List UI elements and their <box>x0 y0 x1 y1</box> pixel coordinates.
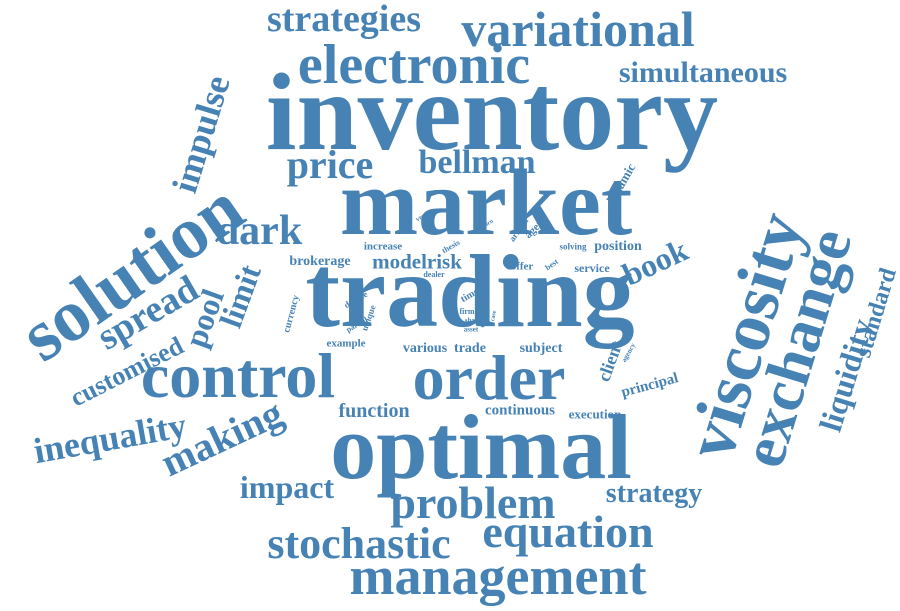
word-trading: trading <box>305 234 635 349</box>
word-stochastic: stochastic <box>267 519 451 568</box>
word-problem: problem <box>390 477 556 528</box>
word-service: service <box>574 261 610 275</box>
word-various: various <box>402 341 448 356</box>
word-principal: principal <box>619 370 681 401</box>
word-position: position <box>594 239 642 254</box>
word-continuous: continuous <box>484 402 556 419</box>
word-dealer: dealer <box>423 270 445 279</box>
word-variational: variational <box>461 1 695 57</box>
word-inventory: inventory <box>265 51 719 173</box>
word-electronic: electronic <box>297 34 531 96</box>
word-brokerage: brokerage <box>289 254 351 269</box>
word-solving: solving <box>559 241 587 252</box>
word-execution: execution <box>568 406 622 422</box>
word-impact: impact <box>239 469 335 505</box>
word-simultaneous: simultaneous <box>618 56 788 89</box>
word-market: market <box>339 151 633 255</box>
word-asset: asset <box>463 325 479 334</box>
word-offer: offer <box>510 260 534 273</box>
word-firm: firm <box>459 307 475 316</box>
word-increase: increase <box>363 240 403 253</box>
word-order: order <box>412 342 566 413</box>
word-strategies: strategies <box>266 0 422 40</box>
word-management: management <box>349 546 647 606</box>
word-control: control <box>140 340 336 411</box>
word-dark: dark <box>215 208 303 254</box>
word-standard: standard <box>850 265 900 361</box>
word-currency: currency <box>281 294 302 334</box>
word-impulse: impulse <box>164 70 238 198</box>
word-example: example <box>326 337 366 350</box>
word-equation: equation <box>482 506 654 557</box>
word-modelrisk: modelrisk <box>372 249 462 274</box>
word-strategy: strategy <box>605 478 703 509</box>
word-bellman: bellman <box>418 144 536 181</box>
word-function: function <box>338 400 410 422</box>
word-subject: subject <box>519 341 563 356</box>
word-price: price <box>286 142 374 187</box>
word-limit: limit <box>212 259 268 333</box>
word-share: share <box>464 316 482 325</box>
word-optimal: optimal <box>330 396 632 498</box>
word-trade: trade <box>454 341 486 356</box>
